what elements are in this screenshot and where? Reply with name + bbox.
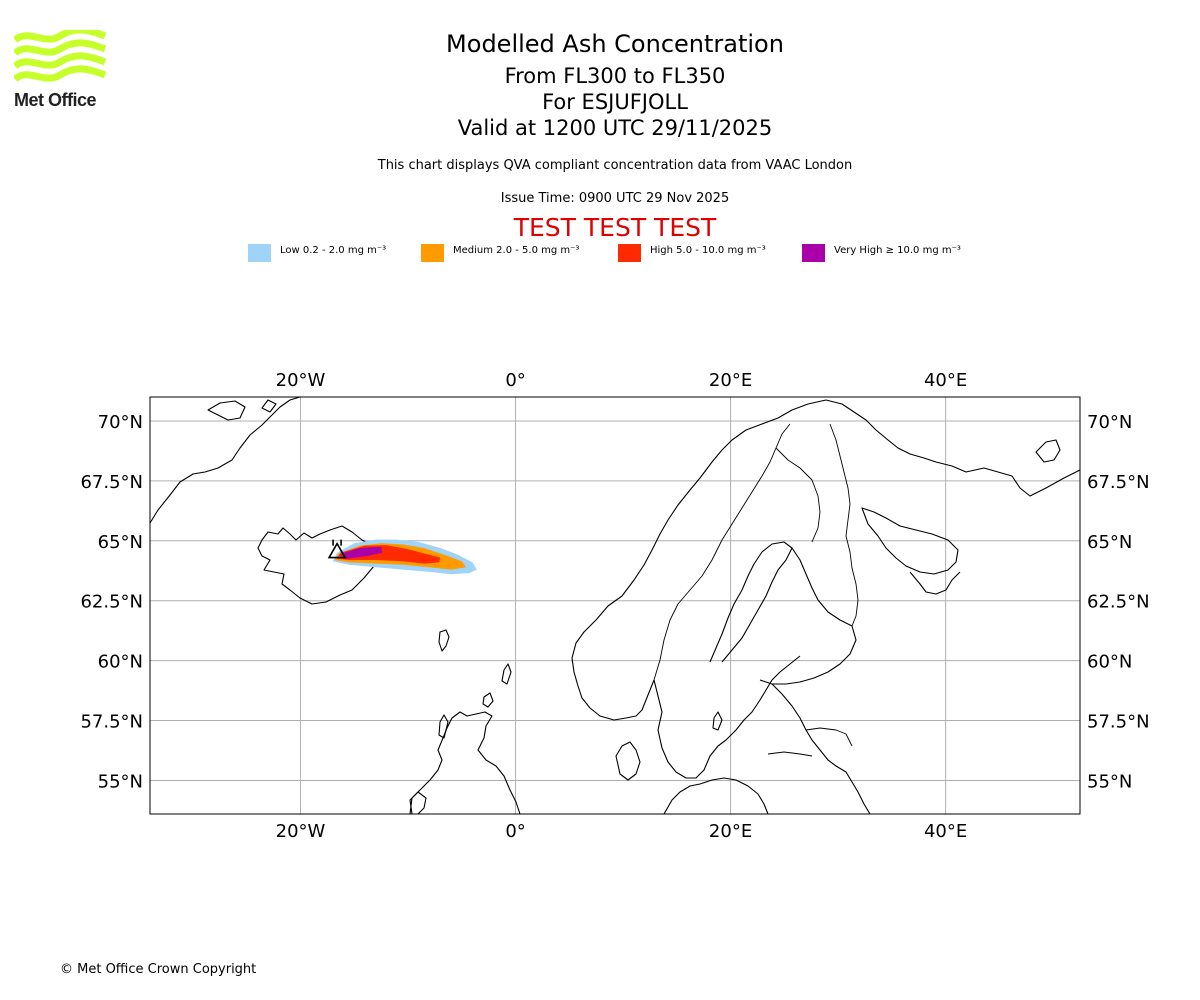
lat-tick-label-right: 62.5°N xyxy=(1087,592,1150,613)
lat-tick-label-right: 70°N xyxy=(1087,412,1132,433)
coastline-ireland xyxy=(409,791,427,814)
coastline-greenland-north xyxy=(207,400,246,421)
map-frame xyxy=(149,396,1081,815)
lat-tick-label-left: 62.5°N xyxy=(80,592,143,613)
coastline-denmark xyxy=(615,741,641,781)
level-range: From FL300 to FL350 xyxy=(504,64,726,88)
volcano-marker-icon xyxy=(327,539,347,559)
coastline-greenland xyxy=(150,397,301,524)
lon-tick-label-bottom: 40°E xyxy=(924,821,967,842)
coastline-kola-peninsula xyxy=(861,507,959,575)
coastline-baltic-east xyxy=(771,683,871,814)
graticule xyxy=(150,397,1080,814)
ash-zone-very-high xyxy=(340,546,383,559)
legend-swatch-very-high xyxy=(802,244,825,262)
lat-tick-label-left: 65°N xyxy=(98,532,143,553)
legend-swatch-low xyxy=(248,244,271,262)
lat-tick-label-left: 57.5°N xyxy=(80,712,143,733)
lat-tick-label-right: 65°N xyxy=(1087,532,1132,553)
legend-swatch-medium xyxy=(421,244,444,262)
met-office-logo: Met Office xyxy=(12,26,107,112)
coastline-scotland xyxy=(409,711,521,814)
coastline-south-norway xyxy=(571,657,655,721)
lat-tick-label-right: 55°N xyxy=(1087,771,1132,792)
legend-label-low: Low 0.2 - 2.0 mg m⁻³ xyxy=(280,245,387,256)
coastline-orkney xyxy=(482,692,494,708)
lon-tick-label-top: 40°E xyxy=(924,370,967,391)
chart-title: Modelled Ash Concentration xyxy=(446,30,784,58)
coastline-shetland xyxy=(501,663,512,685)
map-content xyxy=(150,397,1080,814)
ash-layer xyxy=(332,539,477,575)
lat-tick-label-right: 60°N xyxy=(1087,652,1132,673)
coastline-novaya-zemlya xyxy=(1035,439,1061,463)
lat-tick-label-right: 57.5°N xyxy=(1087,712,1150,733)
lat-tick-label-left: 70°N xyxy=(98,412,143,433)
legend-label-medium: Medium 2.0 - 5.0 mg m⁻³ xyxy=(453,245,580,256)
issue-time: Issue Time: 0900 UTC 29 Nov 2025 xyxy=(500,191,730,206)
lon-tick-label-top: 0° xyxy=(505,370,525,391)
lat-tick-label-left: 60°N xyxy=(98,652,143,673)
coastline-hebrides xyxy=(438,714,449,739)
axis-labels: 20°W 20°W 0° 0° 20°E 20°E 40°E 40°E 70°N 70°N 67.5… xyxy=(80,370,1149,842)
coastline-scandinavia xyxy=(571,399,1080,659)
border-baltic-states xyxy=(767,727,853,757)
coastline-gotland xyxy=(712,711,723,731)
border-norway-sweden xyxy=(653,423,791,681)
lon-tick-label-bottom: 0° xyxy=(505,821,525,842)
lat-tick-label-right: 67.5°N xyxy=(1087,472,1150,493)
valid-time: Valid at 1200 UTC 29/11/2025 xyxy=(457,116,773,140)
coastline-baltic-south xyxy=(663,777,769,814)
lon-tick-label-top: 20°W xyxy=(276,370,326,391)
border-sweden-finland xyxy=(775,447,821,543)
legend-swatch-high xyxy=(618,244,641,262)
lon-tick-label-bottom: 20°E xyxy=(709,821,752,842)
test-banner: TEST TEST TEST xyxy=(513,213,717,242)
copyright: © Met Office Crown Copyright xyxy=(60,962,257,977)
met-office-waves-icon xyxy=(12,26,107,82)
lat-tick-label-left: 55°N xyxy=(98,771,143,792)
coastline-white-sea xyxy=(909,571,961,595)
border-finland-russia xyxy=(829,423,859,627)
lon-tick-label-top: 20°E xyxy=(709,370,752,391)
coastline-greenland-fjord xyxy=(261,399,277,413)
logo-text: Met Office xyxy=(14,90,97,110)
volcano-name: For ESJUFJOLL xyxy=(542,90,688,114)
chart-subtitle: This chart displays QVA compliant concen… xyxy=(377,158,853,173)
legend-label-very-high: Very High ≥ 10.0 mg m⁻³ xyxy=(834,245,961,256)
coastline-gulf-of-bothnia xyxy=(709,541,793,663)
coastline-finland xyxy=(759,547,857,685)
lat-tick-label-left: 67.5°N xyxy=(80,472,143,493)
lon-tick-label-bottom: 20°W xyxy=(276,821,326,842)
coastline-sweden-east xyxy=(653,655,801,779)
coastline-faroe-islands xyxy=(438,629,450,652)
legend-label-high: High 5.0 - 10.0 mg m⁻³ xyxy=(650,245,766,256)
